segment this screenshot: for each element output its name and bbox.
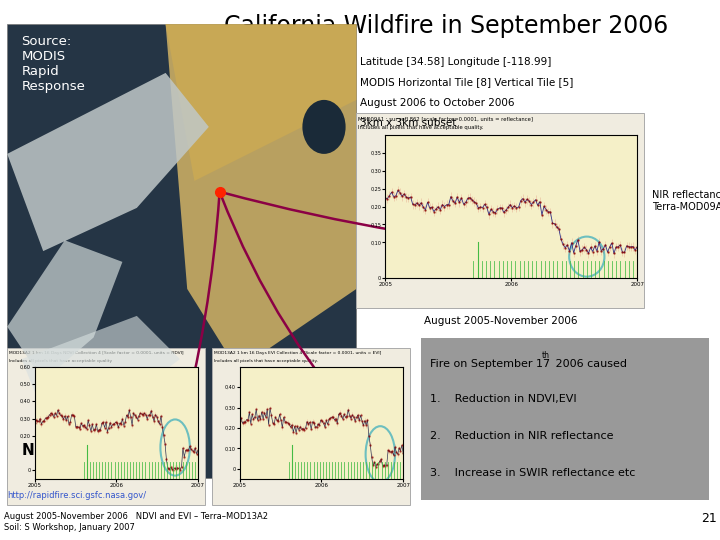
Text: NIR reflectance
Terra-MOD09A1: NIR reflectance Terra-MOD09A1 [652,190,720,212]
Text: Includes all pixels that have acceptable quality.: Includes all pixels that have acceptable… [358,125,483,130]
Text: th: th [541,351,549,360]
Polygon shape [7,73,209,251]
Text: 2.    Reduction in NIR reflectance: 2. Reduction in NIR reflectance [430,431,613,441]
Bar [356,113,644,308]
Text: 1.    Reduction in NDVI,EVI: 1. Reduction in NDVI,EVI [430,394,577,404]
Bar [212,348,410,505]
Text: August 2006 to October 2006: August 2006 to October 2006 [360,98,515,108]
Text: http://rapidfire.sci.gsfc.nasa.gov/: http://rapidfire.sci.gsfc.nasa.gov/ [7,491,146,501]
Text: Includes all pixels that have acceptable quality.: Includes all pixels that have acceptable… [214,359,318,363]
Bar [7,348,205,505]
Polygon shape [166,24,356,181]
Text: Fire on September 17: Fire on September 17 [430,359,550,369]
Text: NIR-Reflectance: NIR-Reflectance [444,182,586,200]
Text: August 2005-November 2006   NDVI and EVI – Terra–MOD13A2: August 2005-November 2006 NDVI and EVI –… [4,512,268,521]
Text: 3.    Increase in SWIR reflectance etc: 3. Increase in SWIR reflectance etc [430,468,635,478]
Text: California Wildfire in September 2006: California Wildfire in September 2006 [224,14,669,37]
Text: MOD13A2 1 km 16 Days NDVI Collection 4 [Scale factor = 0.0001, units = NDVI]: MOD13A2 1 km 16 Days NDVI Collection 4 [… [9,351,183,355]
Bar [421,338,709,500]
Text: 3km x 3km subset: 3km x 3km subset [360,118,456,129]
Polygon shape [22,316,180,413]
Text: 21: 21 [701,512,716,525]
Text: MOD09A1 : sur refl 862 [scale factor=0.0001, units = reflectance]: MOD09A1 : sur refl 862 [scale factor=0.0… [358,116,533,121]
Polygon shape [7,240,122,381]
Text: 2006 caused: 2006 caused [552,359,627,369]
Text: MOD13A2 1 km 16 Days EVI Collection 4 [Scale factor = 0.0001, units = EVI]: MOD13A2 1 km 16 Days EVI Collection 4 [S… [214,351,381,355]
Text: EVI: EVI [263,391,287,406]
Ellipse shape [302,100,346,154]
Text: MODIS Horizontal Tile [8] Vertical Tile [5]: MODIS Horizontal Tile [8] Vertical Tile … [360,77,573,87]
Text: August 2005-November 2006: August 2005-November 2006 [423,316,577,326]
Bar [7,24,356,478]
Text: Source:
MODIS
Rapid
Response: Source: MODIS Rapid Response [22,35,86,93]
Text: Includes all pixels that have acceptable quality: Includes all pixels that have acceptable… [9,359,112,363]
Polygon shape [166,24,356,370]
Text: Soil: S Workshop, January 2007: Soil: S Workshop, January 2007 [4,523,135,532]
Text: Latitude [34.58] Longitude [-118.99]: Latitude [34.58] Longitude [-118.99] [360,57,552,67]
Text: NDVI: NDVI [22,443,64,457]
